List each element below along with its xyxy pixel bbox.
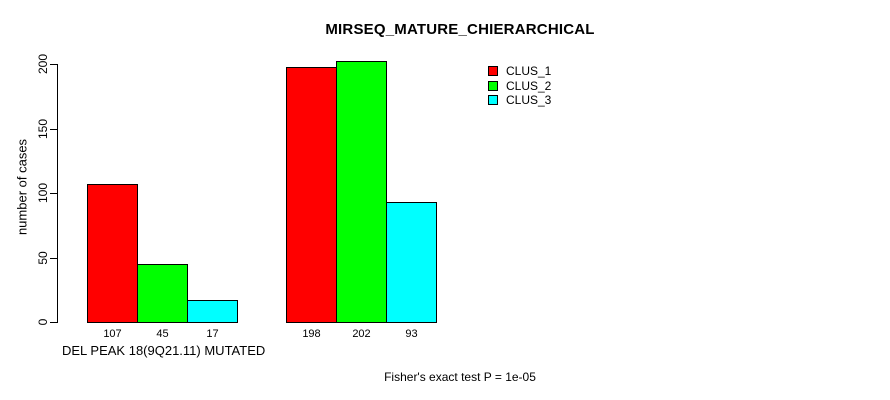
y-axis-label: number of cases <box>14 138 30 236</box>
legend-row-clus_1: CLUS_1 <box>488 64 551 79</box>
y-tick-mark <box>50 193 58 194</box>
legend-label: CLUS_2 <box>506 78 552 93</box>
bar-clus_3-group1 <box>187 300 238 323</box>
x-category-label: DEL PEAK 18(9Q21.11) MUTATED <box>62 343 266 358</box>
bar-clus_3-group2 <box>386 202 437 323</box>
legend-label: CLUS_1 <box>506 64 552 79</box>
annotation-fisher-test: Fisher's exact test P = 1e-05 <box>384 370 536 384</box>
bar-value-label: 198 <box>302 328 321 340</box>
y-tick-mark <box>50 322 58 323</box>
y-tick-mark <box>50 129 58 130</box>
bar-value-label: 93 <box>405 328 418 340</box>
y-tick-label: 200 <box>36 53 50 75</box>
bar-value-label: 107 <box>103 328 122 340</box>
bar-value-label: 202 <box>352 328 371 340</box>
legend-swatch-icon <box>488 66 498 77</box>
bar-clus_1-group2 <box>286 67 337 323</box>
bar-value-label: 17 <box>206 328 219 340</box>
bar-clus_2-group2 <box>336 61 387 323</box>
legend-swatch-icon <box>488 80 498 91</box>
legend-swatch-icon <box>488 95 498 106</box>
y-tick-mark <box>50 64 58 65</box>
bar-value-label: 45 <box>156 328 169 340</box>
y-tick-label: 150 <box>36 118 50 140</box>
y-tick-label: 0 <box>36 318 50 326</box>
legend-label: CLUS_3 <box>506 93 552 108</box>
legend: CLUS_1 CLUS_2 CLUS_3 <box>488 64 551 108</box>
chart-title: MIRSEQ_MATURE_CHIERARCHICAL <box>325 21 595 38</box>
legend-row-clus_2: CLUS_2 <box>488 79 551 94</box>
y-tick-label: 100 <box>36 182 50 204</box>
bar-clus_1-group1 <box>87 184 138 323</box>
bar-clus_2-group1 <box>137 264 188 323</box>
y-tick-mark <box>50 258 58 259</box>
y-tick-label: 50 <box>36 251 50 265</box>
legend-row-clus_3: CLUS_3 <box>488 93 551 108</box>
